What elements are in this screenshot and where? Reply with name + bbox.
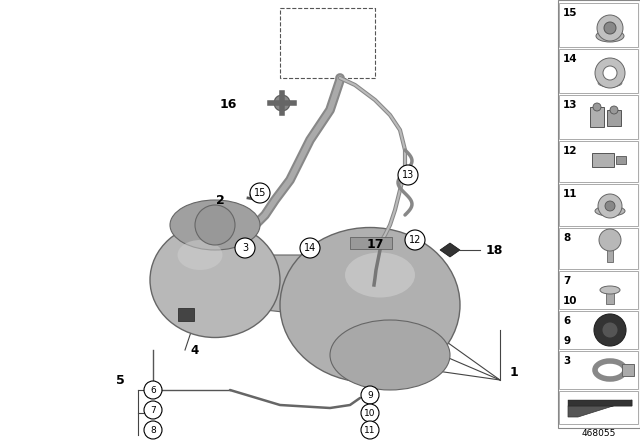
Text: 9: 9 (367, 391, 373, 400)
Text: 10: 10 (563, 296, 577, 306)
Text: 14: 14 (304, 243, 316, 253)
Circle shape (144, 381, 162, 399)
Bar (559, 391, 638, 424)
Circle shape (361, 421, 379, 439)
FancyBboxPatch shape (350, 237, 392, 249)
Bar (559, 95, 638, 139)
FancyBboxPatch shape (606, 290, 614, 304)
Text: 6: 6 (563, 316, 570, 326)
Text: 11: 11 (364, 426, 376, 435)
Ellipse shape (280, 228, 460, 383)
Polygon shape (440, 243, 460, 257)
Bar (559, 271, 638, 309)
Text: 15: 15 (254, 188, 266, 198)
FancyBboxPatch shape (607, 110, 621, 126)
Ellipse shape (177, 240, 223, 270)
Text: 15: 15 (563, 8, 577, 18)
Circle shape (405, 230, 425, 250)
Ellipse shape (600, 286, 620, 294)
Text: 3: 3 (563, 356, 570, 366)
Circle shape (274, 95, 290, 111)
Text: 7: 7 (150, 405, 156, 414)
Ellipse shape (595, 206, 625, 216)
Text: 2: 2 (216, 194, 225, 207)
FancyBboxPatch shape (590, 107, 604, 127)
Text: 5: 5 (116, 374, 124, 387)
Circle shape (603, 66, 617, 80)
Text: 8: 8 (150, 426, 156, 435)
Circle shape (597, 15, 623, 41)
Bar (559, 311, 638, 349)
FancyBboxPatch shape (607, 240, 613, 262)
Ellipse shape (330, 320, 450, 390)
Circle shape (594, 314, 626, 346)
Circle shape (602, 322, 618, 338)
Text: 468055: 468055 (582, 429, 616, 438)
Text: 1: 1 (509, 366, 518, 379)
Ellipse shape (150, 223, 280, 337)
Text: 11: 11 (563, 189, 577, 199)
Circle shape (361, 404, 379, 422)
Bar (559, 3, 638, 47)
Text: 18: 18 (485, 244, 502, 257)
Ellipse shape (170, 200, 260, 250)
Circle shape (605, 201, 615, 211)
Text: 10: 10 (364, 409, 376, 418)
Circle shape (361, 386, 379, 404)
Bar (559, 184, 638, 226)
Circle shape (300, 238, 320, 258)
Circle shape (599, 229, 621, 251)
Ellipse shape (596, 30, 624, 42)
Bar (558, 0, 640, 428)
Circle shape (250, 190, 260, 200)
Text: 13: 13 (402, 170, 414, 180)
Circle shape (235, 238, 255, 258)
Circle shape (144, 401, 162, 419)
Text: 9: 9 (563, 336, 570, 346)
Ellipse shape (345, 253, 415, 297)
Text: 4: 4 (191, 344, 199, 357)
Bar (280, 8, 375, 78)
FancyBboxPatch shape (592, 153, 614, 167)
Text: 8: 8 (563, 233, 570, 243)
Circle shape (595, 58, 625, 88)
Circle shape (593, 103, 601, 111)
Polygon shape (568, 400, 632, 406)
Ellipse shape (598, 79, 622, 87)
Circle shape (610, 106, 618, 114)
Circle shape (195, 205, 235, 245)
Text: 14: 14 (563, 54, 578, 64)
FancyBboxPatch shape (616, 156, 626, 164)
Circle shape (250, 183, 270, 203)
Circle shape (144, 421, 162, 439)
Text: 16: 16 (220, 98, 237, 111)
Text: 12: 12 (409, 235, 421, 245)
Text: 13: 13 (563, 100, 577, 110)
Text: 7: 7 (563, 276, 570, 286)
Text: 17: 17 (366, 237, 384, 250)
Polygon shape (265, 255, 330, 320)
FancyBboxPatch shape (178, 308, 194, 321)
Bar (559, 49, 638, 93)
Circle shape (604, 22, 616, 34)
Text: 12: 12 (563, 146, 577, 156)
Circle shape (598, 194, 622, 218)
Text: 6: 6 (150, 385, 156, 395)
FancyBboxPatch shape (622, 364, 634, 376)
Bar (559, 351, 638, 389)
Text: 3: 3 (242, 243, 248, 253)
Polygon shape (568, 400, 632, 417)
Bar (559, 228, 638, 269)
Circle shape (398, 165, 418, 185)
Bar (559, 141, 638, 182)
